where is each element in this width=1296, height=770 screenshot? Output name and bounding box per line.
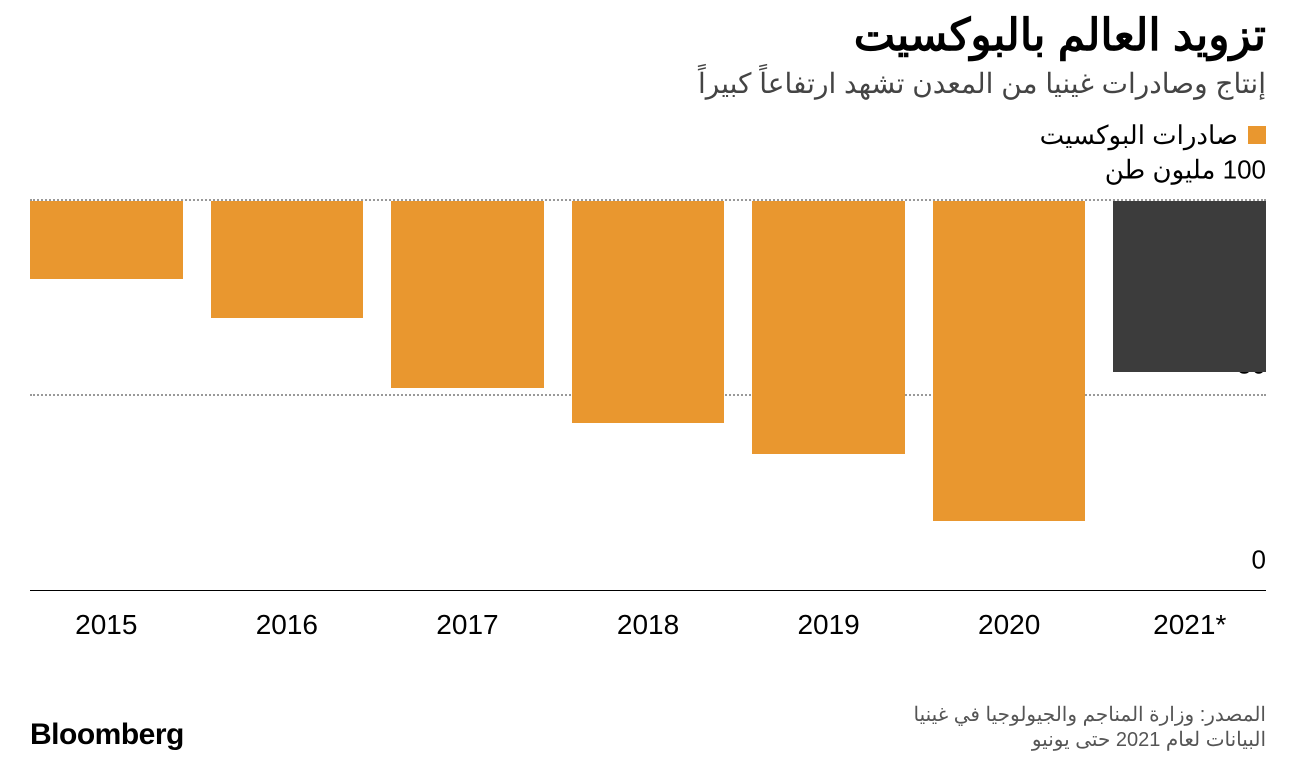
brand-logo: Bloomberg: [30, 718, 184, 752]
legend-label: صادرات البوكسيت: [1040, 120, 1238, 151]
note-line: البيانات لعام 2021 حتى يونيو: [914, 727, 1266, 752]
x-tick-label: 2020: [933, 609, 1086, 641]
y-tick-label: 100 مليون طن: [1099, 154, 1266, 185]
x-tick-label: 2018: [572, 609, 725, 641]
source-line: المصدر: وزارة المناجم والجيولوجيا في غين…: [914, 702, 1266, 727]
bar: [30, 201, 183, 279]
bar: [391, 201, 544, 388]
bar: [1113, 201, 1266, 373]
legend: صادرات البوكسيت: [30, 120, 1266, 151]
bar: [752, 201, 905, 455]
x-tick-label: 2016: [211, 609, 364, 641]
x-tick-label: 2021*: [1113, 609, 1266, 641]
chart-subtitle: إنتاج وصادرات غينيا من المعدن تشهد ارتفا…: [30, 67, 1266, 100]
x-tick-label: 2019: [752, 609, 905, 641]
bar: [933, 201, 1086, 521]
chart: 050100 مليون طن 201520162017201820192020…: [30, 171, 1266, 641]
x-tick-label: 2017: [391, 609, 544, 641]
legend-swatch: [1248, 126, 1266, 144]
x-tick-label: 2015: [30, 609, 183, 641]
chart-title: تزويد العالم بالبوكسيت: [30, 10, 1266, 63]
bar: [572, 201, 725, 423]
bar: [211, 201, 364, 318]
x-axis-labels: 2015 2016 2017 2018 2019 2020 2021*: [30, 609, 1266, 641]
